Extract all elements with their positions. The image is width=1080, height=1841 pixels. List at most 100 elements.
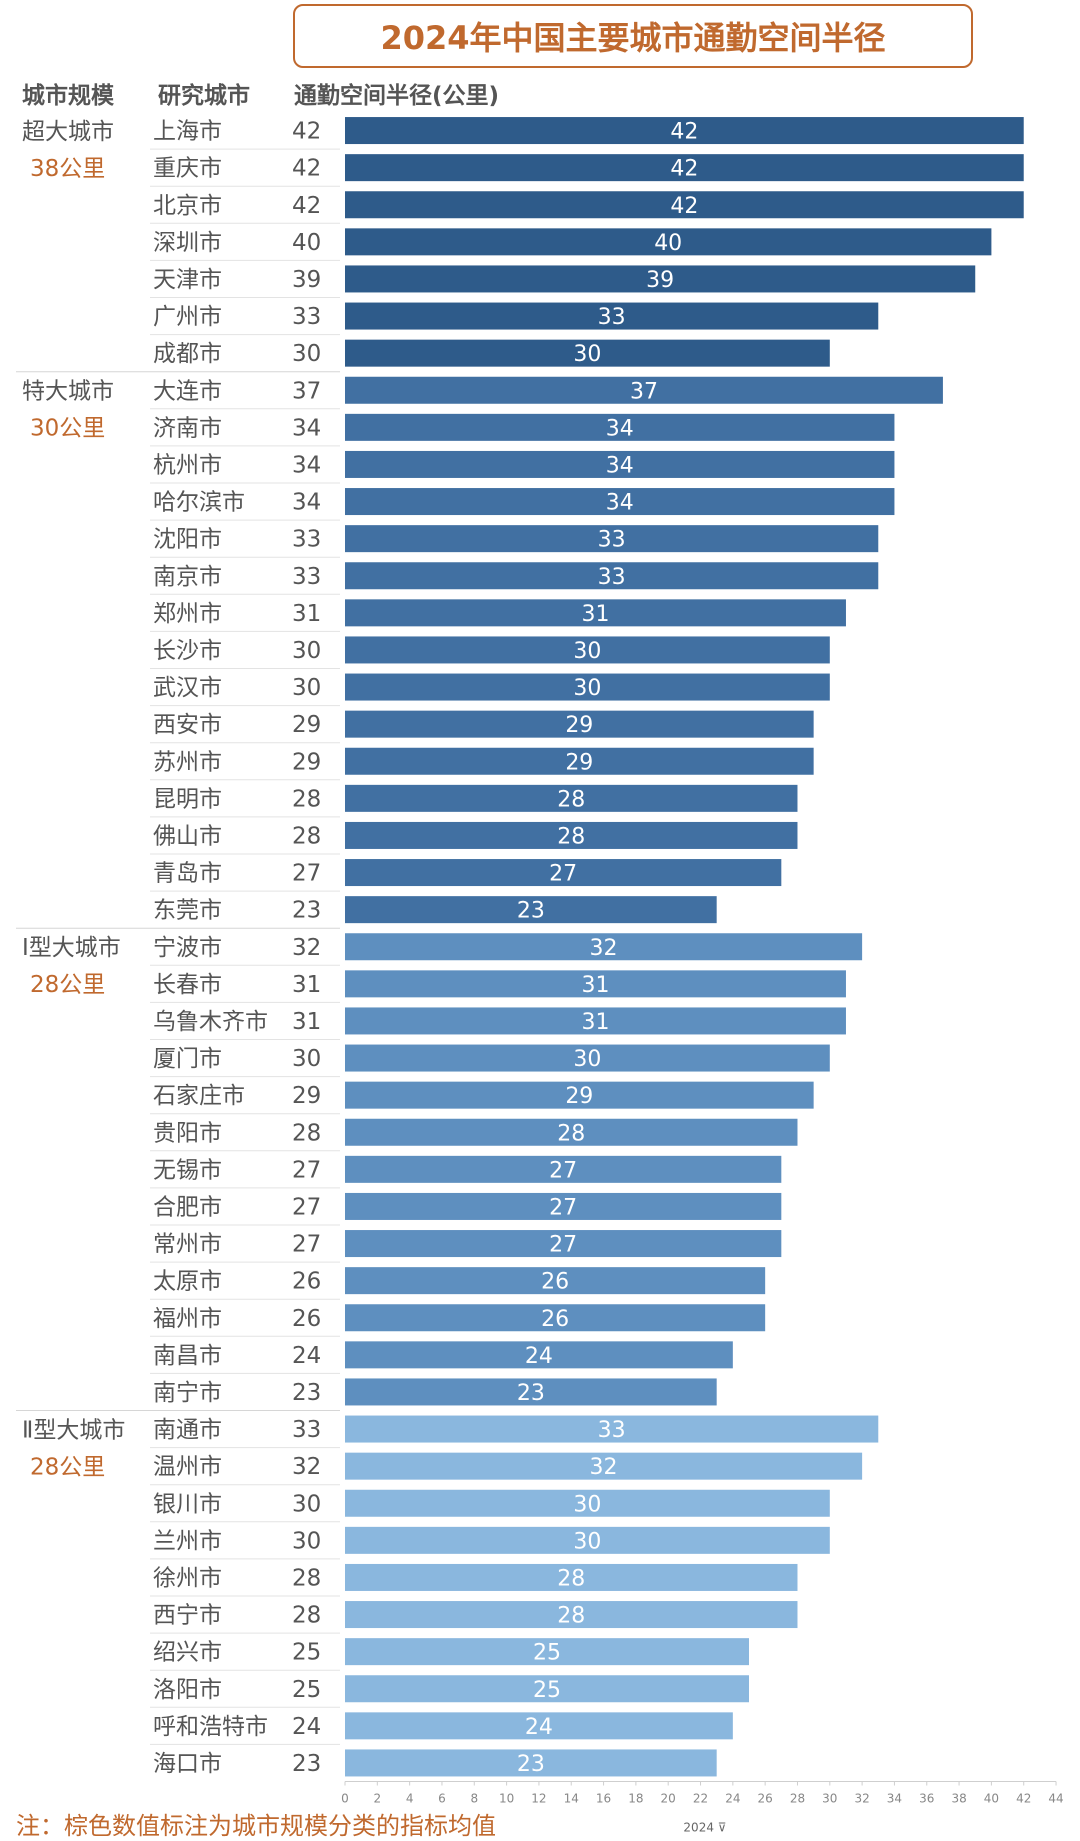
city-label: 佛山市 (153, 823, 222, 849)
bar-data-label: 28 (557, 824, 585, 849)
chart-title: 2024年中国主要城市通勤空间半径 (293, 4, 973, 68)
city-value-label: 29 (292, 1083, 321, 1109)
bar-data-label: 31 (581, 1010, 609, 1035)
city-value-label: 30 (292, 638, 321, 664)
x-tick-label: 10 (499, 1792, 514, 1806)
bar-data-label: 40 (654, 231, 682, 256)
city-value-label: 33 (292, 1417, 321, 1443)
city-label: 大连市 (153, 378, 222, 404)
bar-data-label: 33 (598, 305, 626, 330)
city-label: 乌鲁木齐市 (153, 1009, 268, 1035)
city-value-label: 24 (292, 1714, 321, 1740)
bar (345, 1081, 814, 1109)
bar (345, 154, 1024, 182)
city-label: 昆明市 (153, 786, 222, 812)
city-value-label: 32 (292, 1454, 321, 1480)
header-study-city: 研究城市 (158, 83, 250, 109)
bar-data-label: 30 (573, 676, 601, 701)
city-value-label: 29 (292, 712, 321, 738)
bar-data-label: 42 (670, 157, 698, 182)
city-value-label: 33 (292, 304, 321, 330)
city-label: 贵阳市 (153, 1120, 222, 1146)
city-value-label: 37 (292, 378, 321, 404)
city-value-label: 23 (292, 1380, 321, 1406)
city-label: 广州市 (153, 304, 222, 330)
bar (345, 191, 1024, 219)
city-label: 深圳市 (153, 230, 222, 256)
bar (345, 450, 895, 478)
city-label: 宁波市 (153, 935, 222, 961)
bar-data-label: 27 (549, 1233, 577, 1258)
bar-data-label: 30 (573, 1492, 601, 1517)
city-value-label: 23 (292, 1751, 321, 1777)
bar-data-label: 24 (525, 1344, 553, 1369)
bar (345, 1155, 782, 1183)
bar-data-label: 30 (573, 639, 601, 664)
city-value-label: 30 (292, 1491, 321, 1517)
city-label: 绍兴市 (153, 1640, 222, 1666)
bar (345, 784, 798, 812)
bar-data-label: 28 (557, 787, 585, 812)
city-label: 南宁市 (153, 1380, 222, 1406)
x-tick-label: 18 (628, 1792, 643, 1806)
x-tick-label: 2 (373, 1792, 381, 1806)
city-label: 南京市 (153, 564, 222, 590)
city-value-label: 42 (292, 156, 321, 182)
bar-data-label: 29 (565, 750, 593, 775)
city-label: 郑州市 (153, 601, 222, 627)
group-mean-label: 28公里 (30, 972, 105, 998)
city-value-label: 28 (292, 1565, 321, 1591)
bar-data-label: 25 (533, 1678, 561, 1703)
city-value-label: 27 (292, 1232, 321, 1258)
x-tick-label: 8 (470, 1792, 478, 1806)
bar (345, 1452, 863, 1480)
bar (345, 1192, 782, 1220)
x-tick-label: 32 (854, 1792, 869, 1806)
bar (345, 1712, 733, 1740)
bar (345, 896, 717, 924)
bar (345, 821, 798, 849)
bar (345, 228, 992, 256)
city-label: 上海市 (153, 119, 222, 145)
bar-data-label: 23 (517, 1381, 545, 1406)
city-label: 银川市 (153, 1491, 222, 1517)
group-label: Ⅰ型大城市 (22, 935, 121, 961)
city-label: 青岛市 (153, 861, 222, 887)
group-mean-label: 28公里 (30, 1455, 105, 1481)
city-label: 常州市 (153, 1232, 222, 1258)
bar (345, 599, 846, 627)
bar (345, 1267, 766, 1295)
bar (345, 1415, 879, 1443)
bar (345, 636, 830, 664)
city-label: 长春市 (153, 972, 222, 998)
x-tick-label: 30 (822, 1792, 837, 1806)
bar (345, 413, 895, 441)
x-tick-label: 22 (693, 1792, 708, 1806)
city-label: 西安市 (153, 712, 222, 738)
bar (345, 1007, 846, 1035)
city-value-label: 30 (292, 341, 321, 367)
bar-data-label: 27 (549, 1195, 577, 1220)
city-label: 北京市 (153, 193, 222, 219)
bar (345, 376, 943, 404)
city-value-label: 32 (292, 935, 321, 961)
header-city-scale: 城市规模 (22, 83, 114, 109)
city-label: 武汉市 (153, 675, 222, 701)
bar-data-label: 27 (549, 1158, 577, 1183)
bar-data-label: 30 (573, 1047, 601, 1072)
x-tick-label: 6 (438, 1792, 446, 1806)
city-value-label: 30 (292, 1046, 321, 1072)
bar-data-label: 23 (517, 899, 545, 924)
bar-data-label: 34 (606, 416, 634, 441)
bar (345, 562, 879, 590)
city-label: 呼和浩特市 (153, 1714, 268, 1740)
city-label: 洛阳市 (153, 1677, 222, 1703)
city-value-label: 33 (292, 564, 321, 590)
bar (345, 1044, 830, 1072)
city-value-label: 42 (292, 119, 321, 145)
city-label: 杭州市 (153, 452, 222, 478)
bar (345, 525, 879, 553)
x-tick-label: 38 (951, 1792, 966, 1806)
city-value-label: 29 (292, 749, 321, 775)
bar (345, 933, 863, 961)
